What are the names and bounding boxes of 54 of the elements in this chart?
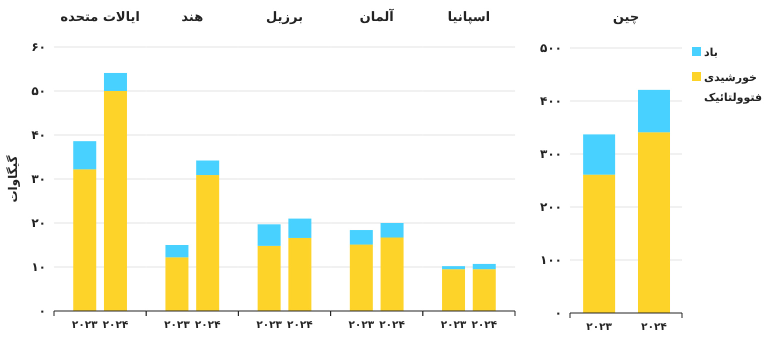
chart-title: ایالات متحده bbox=[60, 10, 140, 25]
y-tick-label: ۰ bbox=[554, 306, 562, 320]
bar bbox=[165, 245, 188, 258]
chart-title: اسپانیا bbox=[448, 10, 490, 25]
bar bbox=[638, 132, 670, 313]
bar bbox=[288, 238, 312, 311]
bar bbox=[380, 238, 404, 311]
chart-title: برزیل bbox=[266, 10, 303, 25]
x-tick-label: ۲۰۲۳ bbox=[348, 319, 375, 331]
y-tick-label: ۲۰ bbox=[31, 216, 46, 230]
x-tick-label: ۲۰۲۴ bbox=[102, 319, 129, 331]
bar bbox=[350, 244, 373, 311]
y-tick-label: ۴۰۰ bbox=[540, 94, 562, 108]
bar bbox=[73, 141, 96, 170]
x-tick-label: ۲۰۲۴ bbox=[471, 319, 498, 331]
y-tick-label: ۳۰۰ bbox=[540, 147, 562, 161]
bar bbox=[196, 175, 220, 311]
x-tick-label: ۲۰۲۴ bbox=[641, 321, 668, 333]
x-tick-label: ۲۰۲۴ bbox=[379, 319, 406, 331]
x-tick-label: ۲۰۲۳ bbox=[586, 321, 613, 333]
x-tick-label: ۲۰۲۴ bbox=[287, 319, 314, 331]
bar bbox=[258, 246, 281, 311]
x-tick-label: ۲۰۲۴ bbox=[194, 319, 222, 331]
legend-label: باد bbox=[704, 46, 718, 59]
bar bbox=[196, 160, 220, 176]
chart-title: هند bbox=[181, 10, 204, 25]
chart-title: چین bbox=[612, 10, 640, 25]
legend-label: خورشیدی فتوولتائیک bbox=[704, 71, 762, 104]
bar bbox=[258, 224, 281, 246]
bar bbox=[288, 218, 312, 238]
y-tick-label: ۳۰ bbox=[31, 172, 46, 186]
x-tick-label: ۲۰۲۳ bbox=[440, 319, 467, 331]
bar bbox=[104, 91, 127, 311]
y-tick-label: ۶۰ bbox=[31, 40, 46, 54]
y-tick-label: ۴۰ bbox=[31, 128, 46, 142]
bar bbox=[583, 134, 616, 175]
x-tick-label: ۲۰۲۳ bbox=[256, 319, 283, 331]
y-tick-label: ۱۰ bbox=[31, 260, 46, 274]
x-tick-label: ۲۰۲۳ bbox=[72, 319, 98, 331]
bar bbox=[583, 174, 616, 313]
bar bbox=[104, 72, 127, 91]
bar bbox=[165, 257, 188, 311]
y-tick-label: ۰ bbox=[38, 304, 46, 318]
y-tick-label: ۲۰۰ bbox=[540, 200, 562, 214]
x-tick-label: ۲۰۲۳ bbox=[164, 319, 190, 331]
y-tick-label: ۵۰۰ bbox=[540, 41, 562, 55]
y-axis-title: گیگاوات bbox=[6, 155, 20, 202]
bar bbox=[380, 223, 404, 238]
y-tick-label: ۱۰۰ bbox=[540, 253, 562, 267]
y-tick-label: ۵۰ bbox=[31, 84, 46, 98]
bar bbox=[638, 90, 670, 132]
bar bbox=[73, 169, 96, 311]
chart-title: آلمان bbox=[360, 8, 394, 25]
bar bbox=[350, 230, 373, 245]
